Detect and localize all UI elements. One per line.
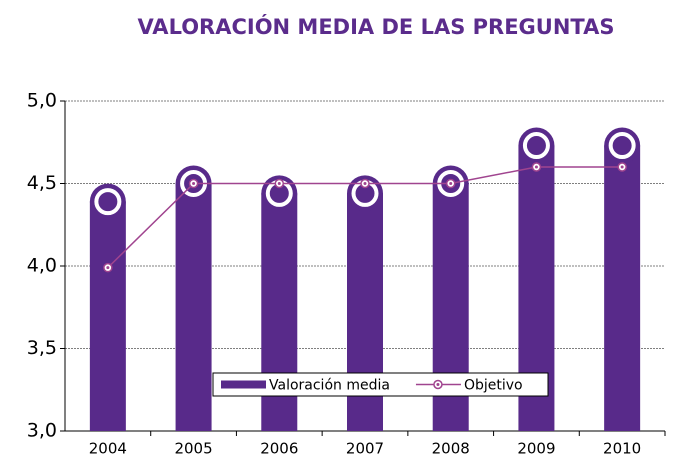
- bar-ring: [522, 132, 550, 160]
- y-tick-label: 5,0: [27, 90, 57, 112]
- line-marker-dot: [449, 182, 453, 185]
- legend-marker-dot: [436, 383, 440, 386]
- legend-box: [212, 372, 549, 397]
- bar: [89, 201, 126, 431]
- bar: [604, 145, 641, 432]
- legend: Valoración media Objetivo: [212, 372, 549, 397]
- line-marker-dot: [363, 182, 367, 185]
- y-tick-label: 3,5: [27, 337, 57, 359]
- y-tick-label: 3,0: [27, 420, 57, 442]
- legend-label: Valoración media: [269, 378, 390, 394]
- bar: [175, 183, 212, 431]
- x-tick-label: 2005: [174, 440, 212, 458]
- chart-title: VALORACIÓN MEDIA DE LAS PREGUNTAS: [137, 14, 614, 39]
- line-marker-dot: [192, 182, 196, 185]
- x-tick-label: 2006: [260, 440, 298, 458]
- line-marker-dot: [620, 165, 624, 169]
- x-tick-label: 2009: [517, 440, 555, 458]
- y-tick-label: 4,5: [27, 172, 57, 194]
- x-tick-label: 2004: [89, 440, 127, 458]
- legend-label: Objetivo: [464, 378, 523, 394]
- y-tick-label: 4,0: [27, 255, 57, 277]
- bar-ring: [608, 132, 636, 160]
- x-tick-label: 2007: [346, 440, 384, 458]
- line-marker-dot: [277, 182, 281, 185]
- line-marker-dot: [534, 165, 538, 169]
- x-tick-label: 2008: [432, 440, 470, 458]
- legend-swatch: [221, 380, 266, 389]
- bar-ring: [94, 188, 122, 216]
- x-tick-label: 2010: [603, 440, 641, 458]
- line-marker-dot: [106, 266, 110, 270]
